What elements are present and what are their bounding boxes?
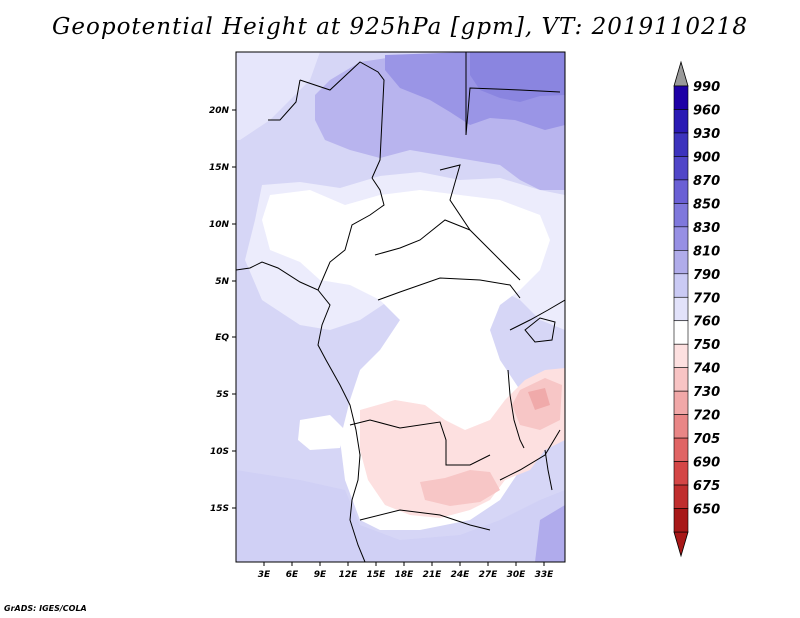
colorbar-level-label: 900 [693, 150, 720, 165]
colorbar-swatch [673, 296, 689, 322]
colorbar-level-label: 770 [693, 291, 720, 306]
border-mid-a [317, 177, 385, 291]
field-contour-790-south [236, 470, 565, 562]
colorbar-swatch [673, 414, 689, 439]
colorbar-swatch [673, 156, 689, 181]
border-east-c [499, 429, 561, 481]
lon-label: 27E [479, 570, 499, 580]
boundaries [236, 52, 565, 562]
lon-label: 18E [395, 570, 415, 580]
colorbar-swatch [673, 390, 689, 415]
field-contour-740b [420, 470, 500, 506]
lat-label: 20N [209, 106, 230, 116]
colorbar-swatch [673, 226, 689, 251]
colorbar-level-label: 675 [693, 479, 720, 494]
colorbar-level-label: 690 [693, 456, 720, 471]
colorbar-level-label: 850 [693, 197, 720, 212]
colorbar: 990 960 930 900 870 850 830 810 790 770 760 750 740 7… [673, 60, 720, 558]
border-east-a [465, 52, 561, 136]
colorbar-level-label: 810 [693, 244, 720, 259]
field-contour-810-south [535, 505, 565, 562]
colorbar-level-label: 650 [693, 503, 720, 518]
colorbar-level-label: 960 [693, 103, 720, 118]
longitude-axis: 3E 6E 9E 12E 15E 18E 21E 24E 27E 30E 33E [258, 562, 554, 580]
lon-label: 24E [451, 570, 471, 580]
colorbar-level-label: 740 [693, 362, 720, 377]
colorbar-swatch [673, 109, 689, 134]
colorbar-swatch [673, 132, 689, 157]
lon-label: 12E [339, 570, 359, 580]
border-east-b [509, 299, 565, 331]
colorbar-bottom-arrow [673, 531, 689, 558]
lat-label: 10S [210, 447, 229, 457]
map-title: Geopotential Height at 925hPa [gpm], VT:… [52, 14, 748, 40]
geopotential-field [236, 52, 565, 562]
lon-label: 9E [314, 570, 327, 580]
colorbar-level-label: 830 [693, 221, 720, 236]
colorbar-swatch [673, 179, 689, 204]
lon-label: 21E [423, 570, 443, 580]
lon-label: 33E [535, 570, 555, 580]
lake-tanganyika [507, 369, 525, 449]
colorbar-top-arrow [673, 60, 689, 87]
lon-label: 30E [507, 570, 527, 580]
lake-victoria [524, 317, 556, 343]
field-contour-730 [528, 388, 550, 410]
lat-label: EQ [215, 333, 229, 343]
lake-malawi [544, 449, 553, 491]
colorbar-swatch [673, 508, 689, 533]
colorbar-swatch [673, 250, 689, 275]
colorbar-level-label: 870 [693, 174, 720, 189]
colorbar-level-label: 790 [693, 268, 720, 283]
colorbar-level-label: 720 [693, 409, 720, 424]
colorbar-level-label: 750 [693, 338, 720, 353]
colorbar-swatch [673, 343, 689, 368]
grads-credit: GrADS: IGES/COLA [4, 604, 87, 613]
colorbar-level-label: 730 [693, 385, 720, 400]
west-coastline [236, 261, 366, 562]
lat-label: 15N [209, 163, 230, 173]
colorbar-swatch [673, 85, 689, 110]
lon-label: 3E [258, 570, 271, 580]
colorbar-swatch [673, 437, 689, 462]
border-north-b [268, 79, 301, 121]
lat-label: 5N [215, 277, 229, 287]
colorbar-level-label: 705 [693, 432, 720, 447]
lat-label: 5S [216, 390, 229, 400]
colorbar-level-label: 990 [693, 80, 720, 95]
map-frame [235, 51, 566, 563]
colorbar-level-label: 760 [693, 315, 720, 330]
border-south-b [359, 509, 491, 531]
border-south-a [349, 419, 491, 466]
colorbar-swatch [673, 484, 689, 509]
lon-label: 15E [367, 570, 387, 580]
border-mid-d [377, 277, 521, 301]
field-contour-790 [236, 52, 320, 140]
lat-label: 15S [210, 504, 229, 514]
colorbar-swatch [673, 461, 689, 486]
colorbar-swatch [673, 320, 689, 345]
border-north-a [299, 61, 385, 179]
colorbar-swatch [673, 367, 689, 392]
colorbar-swatch [673, 203, 689, 228]
border-mid-c [374, 219, 471, 256]
lat-label: 10N [209, 220, 230, 230]
lon-label: 6E [286, 570, 299, 580]
latitude-axis: 20N 15N 10N 5N EQ 5S 10S 15S [209, 106, 236, 514]
colorbar-level-label: 930 [693, 127, 720, 142]
field-contour-760-west [298, 415, 345, 450]
colorbar-swatch [673, 273, 689, 298]
field-contour-870 [470, 52, 565, 102]
